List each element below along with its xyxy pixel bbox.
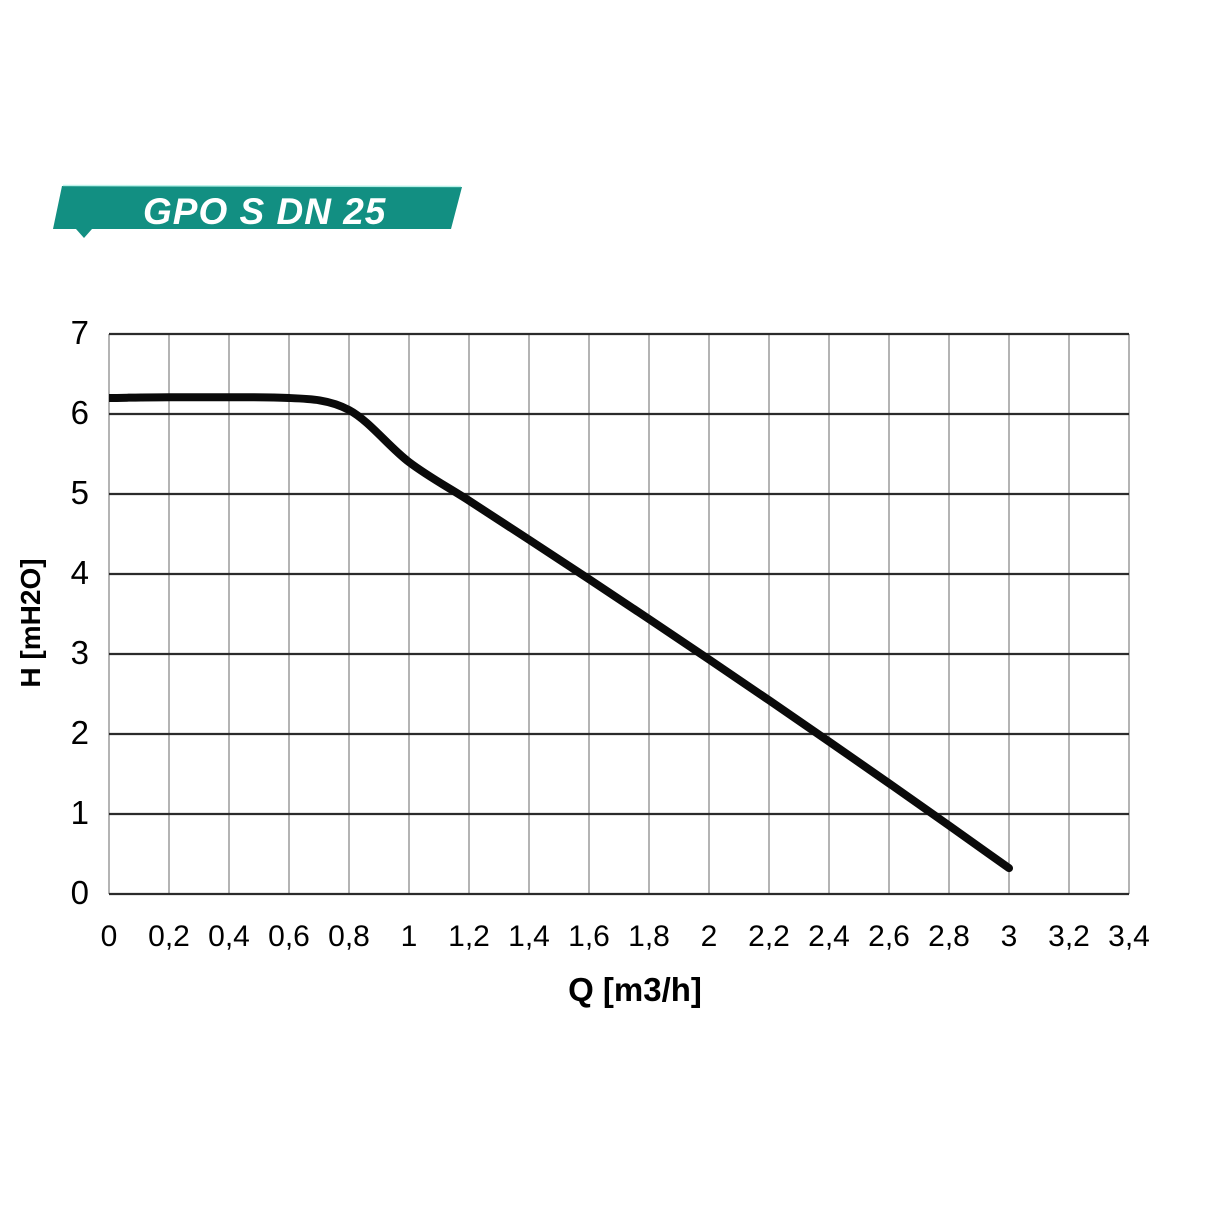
svg-text:1: 1 <box>71 794 89 831</box>
svg-text:5: 5 <box>71 474 89 511</box>
svg-text:6: 6 <box>71 394 89 431</box>
svg-text:2,6: 2,6 <box>868 920 910 953</box>
svg-text:2,8: 2,8 <box>928 920 970 953</box>
svg-text:3: 3 <box>1001 920 1018 953</box>
svg-text:0,8: 0,8 <box>328 920 370 953</box>
svg-text:1,8: 1,8 <box>628 920 670 953</box>
svg-text:Q [m3/h]: Q [m3/h] <box>568 971 702 1008</box>
svg-text:0: 0 <box>71 874 89 911</box>
svg-text:2: 2 <box>701 920 718 953</box>
svg-text:1,6: 1,6 <box>568 920 610 953</box>
svg-text:3,2: 3,2 <box>1048 920 1090 953</box>
svg-text:4: 4 <box>71 554 89 591</box>
svg-text:2,4: 2,4 <box>808 920 850 953</box>
svg-text:2,2: 2,2 <box>748 920 790 953</box>
svg-text:0,2: 0,2 <box>148 920 190 953</box>
svg-text:0,6: 0,6 <box>268 920 310 953</box>
svg-text:1: 1 <box>401 920 418 953</box>
svg-text:1,2: 1,2 <box>448 920 490 953</box>
svg-text:1,4: 1,4 <box>508 920 550 953</box>
svg-text:H [mH2O]: H [mH2O] <box>15 558 46 687</box>
svg-text:2: 2 <box>71 714 89 751</box>
svg-text:3: 3 <box>71 634 89 671</box>
svg-text:0: 0 <box>101 920 118 953</box>
svg-text:0,4: 0,4 <box>208 920 250 953</box>
svg-text:3,4: 3,4 <box>1108 920 1150 953</box>
svg-text:7: 7 <box>71 314 89 351</box>
